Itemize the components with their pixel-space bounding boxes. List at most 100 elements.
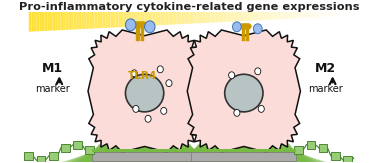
Polygon shape: [274, 12, 276, 19]
Polygon shape: [45, 12, 47, 31]
Circle shape: [157, 66, 163, 73]
Polygon shape: [143, 151, 345, 163]
Polygon shape: [134, 12, 137, 26]
Polygon shape: [142, 12, 145, 26]
Polygon shape: [237, 12, 240, 21]
Polygon shape: [332, 12, 334, 17]
Bar: [246, 26, 249, 41]
Polygon shape: [86, 144, 203, 162]
Polygon shape: [140, 151, 348, 163]
Polygon shape: [324, 12, 326, 17]
Polygon shape: [100, 12, 102, 28]
Polygon shape: [255, 12, 258, 20]
Circle shape: [133, 105, 139, 112]
Text: marker: marker: [308, 84, 343, 94]
Polygon shape: [53, 12, 55, 30]
Bar: [319, 144, 327, 152]
Polygon shape: [62, 148, 228, 163]
Polygon shape: [200, 12, 203, 23]
Polygon shape: [260, 12, 263, 20]
Polygon shape: [171, 12, 174, 25]
Polygon shape: [187, 30, 301, 152]
Circle shape: [145, 21, 155, 33]
Polygon shape: [263, 12, 266, 20]
Polygon shape: [211, 12, 213, 23]
Polygon shape: [34, 12, 37, 31]
Polygon shape: [166, 12, 168, 25]
Polygon shape: [208, 12, 211, 23]
Polygon shape: [153, 12, 155, 26]
Polygon shape: [245, 12, 247, 21]
Polygon shape: [145, 12, 147, 26]
Bar: [343, 156, 352, 163]
Circle shape: [255, 68, 261, 75]
Polygon shape: [339, 12, 342, 16]
Polygon shape: [63, 12, 66, 30]
Polygon shape: [83, 145, 206, 162]
Polygon shape: [82, 12, 84, 29]
Polygon shape: [203, 12, 205, 23]
Polygon shape: [108, 12, 110, 28]
Polygon shape: [158, 12, 161, 25]
Polygon shape: [216, 12, 218, 22]
Polygon shape: [110, 12, 113, 28]
Polygon shape: [181, 12, 184, 24]
Polygon shape: [137, 12, 139, 26]
Polygon shape: [197, 12, 200, 23]
Bar: [191, 149, 296, 152]
Polygon shape: [68, 12, 71, 30]
Polygon shape: [71, 12, 74, 30]
Polygon shape: [179, 145, 308, 163]
Polygon shape: [161, 12, 163, 25]
Polygon shape: [50, 150, 240, 163]
Polygon shape: [84, 12, 87, 29]
Polygon shape: [40, 151, 249, 163]
Polygon shape: [295, 12, 297, 18]
Polygon shape: [185, 144, 302, 162]
Circle shape: [253, 24, 262, 34]
Polygon shape: [229, 12, 232, 22]
Polygon shape: [94, 12, 97, 28]
Polygon shape: [176, 12, 179, 24]
Polygon shape: [176, 146, 311, 163]
Polygon shape: [146, 150, 342, 163]
Polygon shape: [46, 150, 243, 163]
Polygon shape: [167, 147, 321, 163]
Polygon shape: [247, 12, 250, 21]
Polygon shape: [155, 149, 333, 163]
Polygon shape: [287, 12, 290, 19]
Text: TLR4: TLR4: [128, 71, 158, 81]
Polygon shape: [152, 149, 336, 163]
Circle shape: [131, 70, 137, 77]
Polygon shape: [113, 12, 116, 28]
Polygon shape: [303, 12, 305, 18]
Polygon shape: [102, 12, 105, 28]
Polygon shape: [80, 145, 209, 163]
Ellipse shape: [125, 74, 164, 112]
Polygon shape: [308, 12, 311, 18]
Polygon shape: [58, 12, 60, 30]
Polygon shape: [292, 12, 295, 19]
Polygon shape: [290, 12, 292, 19]
Polygon shape: [188, 143, 299, 161]
Polygon shape: [97, 12, 100, 28]
Polygon shape: [266, 12, 268, 20]
Polygon shape: [192, 12, 195, 24]
Polygon shape: [89, 143, 200, 161]
Polygon shape: [150, 12, 153, 26]
Polygon shape: [37, 152, 252, 163]
Polygon shape: [55, 12, 58, 30]
Polygon shape: [326, 12, 329, 17]
Polygon shape: [29, 12, 31, 32]
Polygon shape: [271, 12, 274, 20]
Polygon shape: [60, 12, 63, 30]
Polygon shape: [319, 12, 321, 17]
Polygon shape: [179, 12, 181, 24]
Polygon shape: [282, 12, 284, 19]
Polygon shape: [334, 12, 337, 16]
Bar: [294, 146, 303, 154]
Polygon shape: [168, 12, 171, 25]
Polygon shape: [311, 12, 313, 18]
Polygon shape: [187, 12, 189, 24]
Circle shape: [125, 19, 136, 31]
